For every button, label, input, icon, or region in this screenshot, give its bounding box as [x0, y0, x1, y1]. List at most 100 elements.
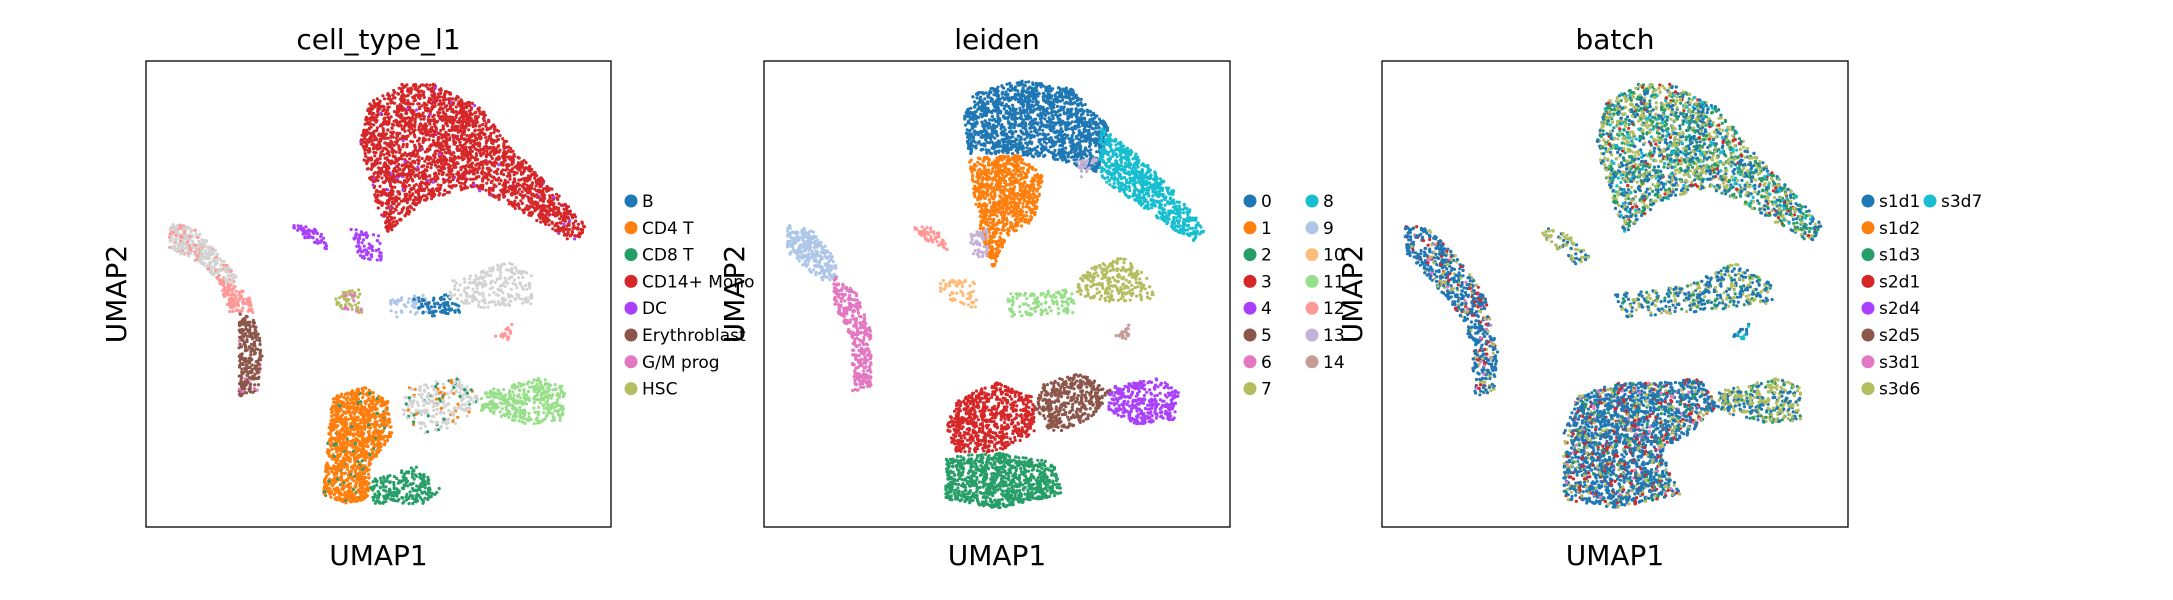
data-point	[368, 453, 372, 457]
data-point	[412, 208, 416, 212]
data-point	[444, 151, 448, 155]
data-point	[406, 198, 410, 202]
data-point	[327, 432, 331, 436]
data-point	[402, 136, 406, 140]
data-point	[344, 416, 348, 420]
data-point	[254, 333, 258, 337]
data-point	[452, 151, 456, 155]
data-point	[420, 156, 424, 161]
data-point	[255, 377, 259, 381]
data-point	[433, 151, 437, 155]
data-point	[258, 353, 262, 357]
data-point	[382, 117, 386, 121]
data-point	[473, 123, 478, 127]
data-point	[427, 188, 431, 192]
data-point	[345, 463, 349, 467]
data-point	[484, 121, 488, 125]
data-point	[390, 197, 394, 201]
data-point	[225, 278, 229, 282]
data-point	[389, 100, 393, 104]
data-point	[365, 253, 369, 257]
data-point	[416, 102, 420, 106]
data-point	[478, 189, 482, 193]
data-point	[539, 220, 543, 224]
data-point	[416, 165, 420, 169]
data-point	[393, 179, 397, 184]
data-point	[390, 228, 394, 232]
data-point	[475, 277, 479, 281]
data-point	[359, 493, 363, 497]
data-point	[253, 351, 257, 355]
data-point	[442, 148, 446, 152]
data-point	[307, 228, 311, 232]
data-point	[376, 108, 380, 112]
data-point	[360, 459, 364, 463]
data-point	[237, 339, 241, 343]
data-point	[340, 392, 344, 396]
data-point	[384, 164, 388, 168]
data-point	[494, 157, 498, 161]
data-point	[496, 137, 501, 142]
data-point	[402, 116, 406, 120]
data-point	[392, 220, 396, 224]
data-point	[377, 414, 381, 418]
data-point	[529, 196, 533, 200]
data-point	[366, 444, 370, 448]
data-point	[194, 258, 198, 262]
data-point	[510, 262, 514, 266]
data-point	[355, 489, 360, 493]
data-point	[221, 289, 225, 293]
data-point	[524, 166, 528, 170]
data-point	[407, 116, 411, 120]
data-point	[244, 302, 248, 306]
data-point	[474, 298, 479, 302]
data-point	[552, 202, 556, 206]
data-point	[473, 128, 477, 132]
cluster-8	[412, 293, 461, 318]
data-point	[474, 154, 478, 158]
data-point	[407, 124, 411, 128]
data-point	[347, 482, 351, 486]
data-point	[384, 132, 388, 136]
data-point	[492, 183, 496, 187]
data-point	[414, 115, 418, 119]
data-point	[432, 104, 436, 109]
data-point	[383, 192, 387, 196]
data-point	[375, 161, 379, 166]
data-point	[498, 276, 502, 280]
data-point	[335, 440, 340, 444]
data-point	[429, 194, 433, 198]
data-point	[374, 452, 378, 456]
data-point	[435, 99, 439, 103]
data-point	[342, 443, 346, 447]
data-point	[185, 240, 189, 244]
data-point	[519, 282, 523, 286]
data-point	[497, 195, 501, 200]
data-point	[423, 106, 427, 110]
data-point	[324, 474, 329, 478]
data-point	[539, 214, 544, 218]
data-point	[573, 215, 578, 219]
data-point	[501, 160, 506, 164]
data-point	[382, 210, 387, 214]
data-point	[225, 302, 230, 307]
data-point	[385, 156, 389, 160]
data-point	[400, 119, 404, 123]
data-point	[458, 174, 462, 178]
data-point	[350, 289, 354, 293]
data-point	[534, 184, 538, 188]
data-point	[486, 305, 490, 309]
data-point	[488, 287, 492, 291]
data-point	[358, 486, 363, 490]
data-point	[416, 150, 420, 154]
data-point	[401, 142, 405, 147]
data-point	[422, 198, 427, 202]
data-point	[378, 154, 382, 158]
data-point	[237, 293, 241, 297]
data-point	[503, 303, 507, 307]
data-point	[516, 204, 521, 208]
data-point	[480, 270, 484, 274]
data-point	[468, 277, 472, 281]
cluster-0	[359, 82, 587, 241]
data-point	[454, 135, 458, 139]
